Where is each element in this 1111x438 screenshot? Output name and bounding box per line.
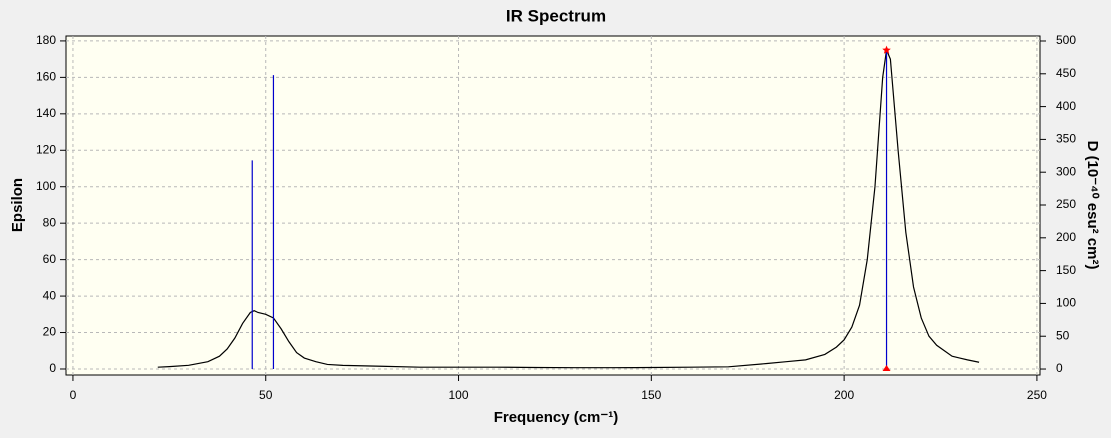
x-tick-label: 250 (1027, 388, 1047, 402)
y-tick-label: 160 (36, 70, 56, 84)
y-tick-label: 40 (43, 288, 57, 302)
y-tick-label: 80 (43, 215, 57, 229)
chart-title: IR Spectrum (506, 6, 606, 25)
y-axis-label: Epsilon (9, 178, 26, 232)
x-axis-label: Frequency (cm⁻¹) (494, 409, 619, 426)
selected-base-marker (882, 365, 891, 372)
y2-tick-label: 200 (1056, 230, 1076, 244)
y2-tick-label: 500 (1056, 33, 1076, 47)
y2-tick-label: 50 (1056, 328, 1070, 342)
y2-tick-label: 350 (1056, 132, 1076, 146)
y-tick-label: 180 (36, 33, 56, 47)
y2-tick-label: 250 (1056, 197, 1076, 211)
y-tick-label: 0 (49, 361, 56, 375)
x-tick-label: 200 (834, 388, 854, 402)
y2-tick-label: 400 (1056, 99, 1076, 113)
y-tick-label: 120 (36, 142, 56, 156)
y2-tick-label: 150 (1056, 263, 1076, 277)
selected-marker (882, 45, 891, 54)
x-tick-label: 100 (449, 388, 469, 402)
spectrum-line (157, 47, 980, 369)
x-tick-label: 150 (641, 388, 661, 402)
y2-tick-label: 300 (1056, 164, 1076, 178)
y-tick-label: 100 (36, 179, 56, 193)
y-tick-label: 140 (36, 106, 56, 120)
y2-tick-label: 0 (1056, 361, 1063, 375)
y-tick-label: 20 (43, 325, 57, 339)
plot-area (65, 35, 1041, 376)
x-tick-label: 50 (259, 388, 273, 402)
y2-tick-label: 100 (1056, 296, 1076, 310)
x-tick-label: 0 (70, 388, 77, 402)
y2-tick-label: 450 (1056, 66, 1076, 80)
y2-axis-label: D (10⁻⁴⁰ esu² cm²) (1084, 141, 1101, 270)
y-tick-label: 60 (43, 252, 57, 266)
